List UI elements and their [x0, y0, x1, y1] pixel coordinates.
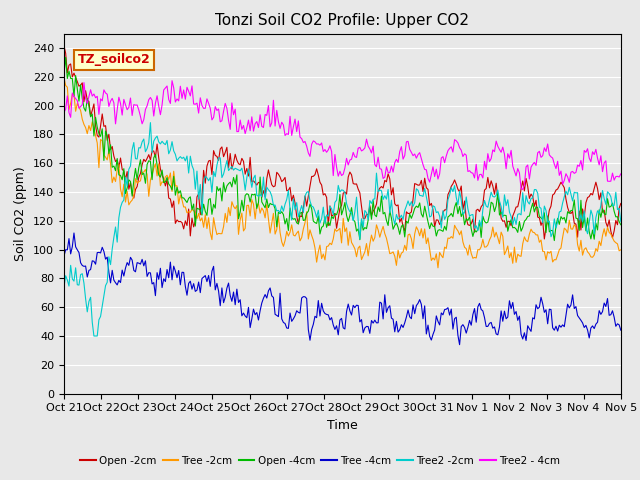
- Open -2cm: [541, 236, 548, 242]
- Tree2 -2cm: [519, 190, 527, 195]
- Tree -2cm: [227, 213, 234, 218]
- Tree2 - 4cm: [60, 109, 68, 115]
- Tree -4cm: [60, 253, 68, 259]
- Line: Tree -4cm: Tree -4cm: [64, 233, 621, 345]
- Y-axis label: Soil CO2 (ppm): Soil CO2 (ppm): [15, 166, 28, 261]
- Tree -4cm: [525, 326, 533, 332]
- Legend: Open -2cm, Tree -2cm, Open -4cm, Tree -4cm, Tree2 -2cm, Tree2 - 4cm: Open -2cm, Tree -2cm, Open -4cm, Tree -4…: [76, 452, 564, 470]
- Open -4cm: [68, 76, 76, 82]
- Open -4cm: [617, 222, 625, 228]
- Line: Open -2cm: Open -2cm: [64, 46, 621, 239]
- Open -2cm: [617, 201, 625, 206]
- Tree2 -2cm: [617, 219, 625, 225]
- Open -4cm: [374, 204, 382, 210]
- Open -4cm: [517, 228, 525, 234]
- Tree2 -2cm: [147, 120, 154, 125]
- Tree2 -2cm: [525, 201, 533, 207]
- Tree2 - 4cm: [517, 186, 525, 192]
- Tree2 - 4cm: [617, 171, 625, 177]
- Tree2 - 4cm: [525, 176, 533, 182]
- Open -4cm: [60, 72, 68, 77]
- Tree -4cm: [228, 299, 236, 304]
- Tree -4cm: [617, 327, 625, 333]
- Tree -4cm: [70, 230, 78, 236]
- Open -2cm: [516, 197, 524, 203]
- Tree -2cm: [372, 222, 380, 228]
- Tree2 -2cm: [230, 167, 237, 173]
- Line: Tree2 -2cm: Tree2 -2cm: [64, 122, 621, 336]
- Tree2 - 4cm: [228, 100, 236, 106]
- Tree -4cm: [519, 336, 527, 342]
- Open -4cm: [524, 214, 532, 219]
- Open -4cm: [62, 55, 70, 60]
- Tree -2cm: [67, 100, 74, 106]
- Open -4cm: [228, 184, 236, 190]
- Open -2cm: [183, 223, 191, 228]
- Open -4cm: [550, 238, 558, 243]
- Tree2 -2cm: [376, 187, 383, 193]
- Tree -4cm: [374, 320, 382, 325]
- Tree -4cm: [185, 280, 193, 286]
- Open -2cm: [522, 176, 530, 181]
- Tree -2cm: [434, 265, 442, 271]
- Open -4cm: [185, 195, 193, 201]
- Text: TZ_soilco2: TZ_soilco2: [78, 53, 150, 66]
- Tree -2cm: [183, 210, 191, 216]
- Open -2cm: [60, 43, 68, 48]
- Tree2 -2cm: [67, 263, 74, 268]
- Open -2cm: [372, 201, 380, 207]
- Title: Tonzi Soil CO2 Profile: Upper CO2: Tonzi Soil CO2 Profile: Upper CO2: [216, 13, 469, 28]
- Tree -2cm: [524, 239, 532, 244]
- Tree2 - 4cm: [374, 154, 382, 160]
- Tree2 -2cm: [186, 153, 194, 159]
- Tree2 - 4cm: [185, 88, 193, 94]
- Tree -4cm: [67, 251, 74, 257]
- Tree -2cm: [517, 253, 525, 259]
- Tree2 -2cm: [90, 333, 98, 339]
- Tree2 -2cm: [60, 284, 68, 289]
- Tree -4cm: [456, 342, 463, 348]
- Tree -2cm: [617, 247, 625, 252]
- Tree2 - 4cm: [168, 78, 176, 84]
- Line: Tree2 - 4cm: Tree2 - 4cm: [64, 81, 621, 190]
- Open -2cm: [67, 61, 74, 67]
- Line: Tree -2cm: Tree -2cm: [64, 78, 621, 268]
- Line: Open -4cm: Open -4cm: [64, 58, 621, 240]
- Tree2 - 4cm: [519, 187, 527, 192]
- X-axis label: Time: Time: [327, 419, 358, 432]
- Open -2cm: [227, 151, 234, 156]
- Tree2 - 4cm: [67, 114, 74, 120]
- Tree -2cm: [60, 75, 68, 81]
